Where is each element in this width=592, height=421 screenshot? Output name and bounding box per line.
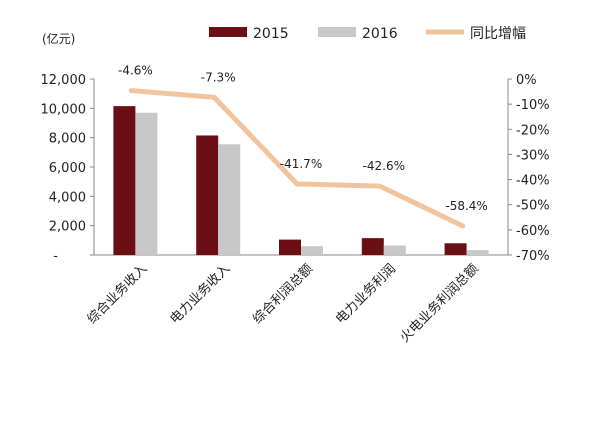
legend: 2015 2016 同比增幅	[209, 26, 526, 42]
bar-2015-3	[361, 238, 384, 255]
category-label: 综合业务收入	[84, 261, 150, 327]
bar-2015-4	[444, 243, 467, 255]
right-tick-label: 0%	[516, 73, 537, 88]
legend-label: 2016	[362, 26, 398, 42]
right-tick-label: -10%	[516, 98, 550, 113]
left-tick-label: 6,000	[49, 161, 86, 176]
category-label: 电力业务利润	[332, 261, 398, 327]
bar-2016-4	[466, 250, 489, 255]
growth-data-label: -42.6%	[363, 159, 405, 173]
category-label: 火电业务利润总额	[397, 261, 482, 346]
bar-2016-2	[301, 246, 323, 255]
growth-line: -4.6% -7.3% -41.7% -42.6% -58.4%	[118, 64, 488, 229]
bars	[113, 106, 489, 255]
legend-label: 同比增幅	[470, 26, 526, 42]
bar-2015-0	[113, 106, 136, 255]
left-tick-label: 12,000	[41, 73, 87, 88]
unit-label: (亿元)	[42, 31, 75, 46]
right-tick-label: -30%	[516, 148, 550, 163]
left-tick-label: -	[53, 249, 58, 264]
growth-data-label: -4.6%	[118, 64, 153, 78]
right-tick-label: -20%	[516, 123, 550, 138]
bar-2015-2	[279, 239, 301, 255]
bar-2016-3	[383, 245, 406, 255]
growth-data-label: -58.4%	[445, 199, 487, 213]
bar-2016-0	[135, 112, 158, 255]
category-label: 综合利润总额	[250, 261, 316, 327]
growth-line-path	[128, 88, 466, 229]
axes: - 2,000 4,000 6,000 8,000 10,000 12,000 -70% -60…	[41, 73, 550, 264]
legend-label: 2015	[253, 26, 289, 42]
right-tick-label: -70%	[516, 249, 550, 264]
right-tick-label: -60%	[516, 224, 550, 239]
legend-swatch-2015	[209, 27, 247, 37]
legend-swatch-2016	[318, 27, 356, 37]
growth-data-label: -7.3%	[201, 70, 236, 84]
right-tick-label: -40%	[516, 174, 550, 189]
bar-2015-1	[196, 135, 219, 255]
bar-2016-1	[218, 144, 241, 255]
right-tick-label: -50%	[516, 199, 550, 214]
left-tick-label: 2,000	[49, 220, 86, 235]
left-tick-label: 10,000	[41, 102, 87, 117]
growth-data-label: -41.7%	[280, 157, 322, 171]
category-label: 电力业务收入	[167, 261, 233, 327]
left-tick-label: 4,000	[49, 190, 86, 205]
left-tick-label: 8,000	[49, 132, 86, 147]
